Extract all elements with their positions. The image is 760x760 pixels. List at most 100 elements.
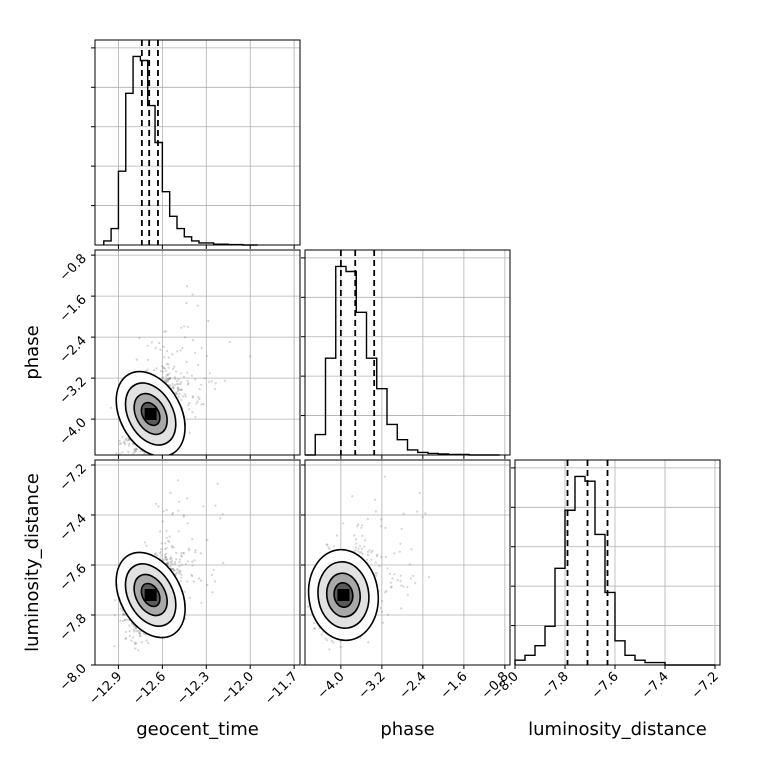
y-tick-label: −0.8 <box>57 251 90 284</box>
sample-point <box>174 573 177 576</box>
sample-point <box>167 379 170 382</box>
sample-point <box>171 546 174 549</box>
sample-point <box>328 547 331 550</box>
sample-point <box>339 646 342 649</box>
sample-point <box>180 563 183 566</box>
sample-point <box>170 562 173 565</box>
sample-point <box>192 339 195 342</box>
x-tick-label: −12.0 <box>218 669 257 708</box>
sample-point <box>214 580 217 583</box>
y-tick-label: −7.2 <box>57 461 90 494</box>
sample-point <box>208 380 211 383</box>
sample-point <box>162 345 165 348</box>
sample-point <box>173 365 176 368</box>
sample-point <box>138 632 141 635</box>
sample-point <box>198 577 201 580</box>
sample-point <box>196 400 199 403</box>
sample-point <box>325 639 329 642</box>
sample-point <box>216 482 219 485</box>
sample-point <box>184 562 187 566</box>
y-axis-label-phase: phase <box>22 325 43 379</box>
sample-point <box>145 457 147 459</box>
sample-point <box>168 535 171 538</box>
sample-point <box>191 564 194 567</box>
sample-point <box>119 607 122 610</box>
sample-point <box>165 558 168 561</box>
sample-point <box>114 599 117 602</box>
sample-point <box>402 585 405 588</box>
sample-point <box>406 593 409 596</box>
sample-point <box>399 580 402 583</box>
sample-point <box>178 388 181 391</box>
sample-point <box>421 516 424 519</box>
sample-point <box>135 448 138 451</box>
sample-point <box>213 387 217 391</box>
sample-point <box>207 319 210 323</box>
sample-point <box>219 517 222 520</box>
sample-point <box>191 396 194 399</box>
sample-point <box>302 578 304 580</box>
sample-point <box>126 618 129 621</box>
sample-point <box>360 547 363 550</box>
sample-point <box>181 346 184 350</box>
sample-point <box>172 387 175 390</box>
sample-point <box>169 560 172 563</box>
sample-point <box>133 630 136 633</box>
sample-point <box>302 619 304 621</box>
y-tick-label: −4.0 <box>57 415 90 448</box>
sample-point <box>173 562 177 566</box>
sample-point <box>184 336 187 339</box>
sample-point <box>357 523 360 526</box>
sample-point <box>177 387 180 390</box>
sample-point <box>391 427 393 429</box>
sample-point <box>192 580 195 583</box>
sample-point <box>361 553 364 556</box>
sample-point <box>190 374 193 377</box>
sample-point <box>158 342 161 345</box>
sample-point <box>128 630 131 633</box>
density-peak <box>337 589 350 601</box>
sample-point <box>342 522 345 525</box>
sample-point <box>161 376 164 379</box>
sample-point <box>139 634 142 637</box>
sample-point <box>168 377 171 380</box>
sample-point <box>164 378 167 381</box>
sample-point <box>163 367 167 370</box>
sample-point <box>166 562 169 565</box>
sample-point <box>176 390 179 393</box>
y-axis-label-luminosity_distance: luminosity_distance <box>22 473 43 652</box>
sample-point <box>381 599 384 603</box>
sample-point <box>367 641 370 644</box>
sample-point <box>374 572 377 575</box>
x-tick-label: −3.2 <box>356 669 389 702</box>
sample-point <box>124 443 127 446</box>
sample-point <box>228 340 231 344</box>
sample-point <box>175 392 178 395</box>
sample-point <box>386 567 389 570</box>
sample-point <box>188 549 191 552</box>
panel-grid <box>301 460 510 669</box>
sample-point <box>185 360 188 363</box>
sample-point <box>137 455 139 457</box>
sample-point <box>128 439 131 442</box>
sample-point <box>134 647 137 650</box>
sample-point <box>150 341 153 344</box>
joint-geocent_time-phase <box>109 285 252 459</box>
sample-point <box>135 627 138 630</box>
sample-point <box>368 549 371 552</box>
sample-point <box>208 372 211 375</box>
sample-point <box>374 510 377 513</box>
sample-point <box>313 627 316 630</box>
sample-point <box>370 558 373 561</box>
sample-point <box>211 591 214 594</box>
sample-point <box>128 634 131 638</box>
sample-point <box>194 378 197 381</box>
sample-point <box>159 348 162 351</box>
sample-point <box>356 525 359 528</box>
sample-point <box>391 577 394 580</box>
sample-point <box>191 395 194 398</box>
sample-point <box>162 377 165 380</box>
sample-point <box>139 632 142 635</box>
panel-geocent_time-phase <box>94 249 301 456</box>
sample-point <box>191 560 194 563</box>
